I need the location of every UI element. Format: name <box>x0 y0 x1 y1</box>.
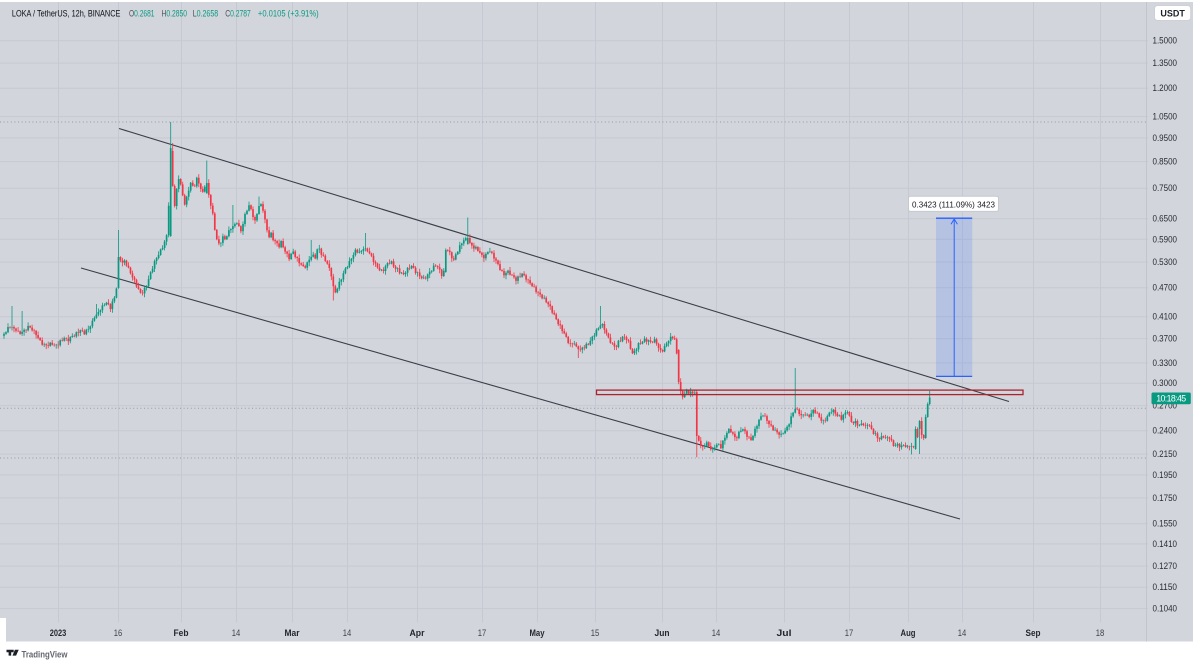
svg-text:Jul: Jul <box>777 628 792 638</box>
svg-text:Sep: Sep <box>1026 628 1041 638</box>
svg-text:0.3300: 0.3300 <box>1153 358 1178 368</box>
svg-text:18: 18 <box>1096 628 1105 638</box>
svg-text:0.1410: 0.1410 <box>1153 539 1178 549</box>
svg-text:0.1950: 0.1950 <box>1153 470 1178 480</box>
svg-text:2023: 2023 <box>50 628 67 638</box>
svg-text:0.1150: 0.1150 <box>1153 582 1178 592</box>
svg-text:H0.2850: H0.2850 <box>162 8 188 18</box>
svg-text:15: 15 <box>591 628 600 638</box>
svg-text:1.3500: 1.3500 <box>1153 58 1178 68</box>
svg-text:10:18:45: 10:18:45 <box>1156 393 1186 403</box>
svg-text:0.7500: 0.7500 <box>1153 183 1178 193</box>
svg-text:C0.2787: C0.2787 <box>225 8 251 18</box>
svg-text:0.3423 (111.09%) 3423: 0.3423 (111.09%) 3423 <box>912 199 995 209</box>
svg-text:0.2150: 0.2150 <box>1153 449 1178 459</box>
svg-text:1.5000: 1.5000 <box>1153 36 1178 46</box>
svg-text:0.8500: 0.8500 <box>1153 157 1178 167</box>
svg-text:Feb: Feb <box>174 628 189 638</box>
svg-text:1.2000: 1.2000 <box>1153 83 1178 93</box>
svg-text:0.3000: 0.3000 <box>1153 378 1178 388</box>
svg-text:0.4700: 0.4700 <box>1153 283 1178 293</box>
svg-text:USDT: USDT <box>1160 8 1185 18</box>
svg-text:14: 14 <box>232 628 241 638</box>
svg-text:0.4100: 0.4100 <box>1153 312 1178 322</box>
svg-text:Mar: Mar <box>285 628 300 638</box>
svg-text:0.2400: 0.2400 <box>1153 426 1178 436</box>
svg-text:0.6500: 0.6500 <box>1153 214 1178 224</box>
svg-text:17: 17 <box>478 628 487 638</box>
svg-text:1.0500: 1.0500 <box>1153 112 1178 122</box>
svg-text:14: 14 <box>958 628 967 638</box>
svg-text:L0.2658: L0.2658 <box>193 8 219 18</box>
svg-text:0.5900: 0.5900 <box>1153 234 1178 244</box>
svg-text:Aug: Aug <box>901 628 916 638</box>
svg-text:0.9500: 0.9500 <box>1153 133 1178 143</box>
svg-text:17: 17 <box>845 628 854 638</box>
svg-text:14: 14 <box>343 628 352 638</box>
svg-text:14: 14 <box>712 628 721 638</box>
svg-text:LOKA / TetherUS, 12h, BINANCE: LOKA / TetherUS, 12h, BINANCE <box>12 8 121 18</box>
svg-text:0.2700: 0.2700 <box>1153 401 1178 411</box>
svg-text:0.1750: 0.1750 <box>1153 493 1178 503</box>
svg-text:0.1270: 0.1270 <box>1153 561 1178 571</box>
svg-text:0.1550: 0.1550 <box>1153 519 1178 529</box>
svg-text:TradingView: TradingView <box>22 649 69 659</box>
svg-text:0.1040: 0.1040 <box>1153 604 1178 614</box>
svg-text:0.3700: 0.3700 <box>1153 334 1178 344</box>
svg-text:16: 16 <box>114 628 123 638</box>
svg-text:Apr: Apr <box>410 628 425 638</box>
svg-text:+0.0105 (+3.91%): +0.0105 (+3.91%) <box>258 8 319 18</box>
svg-text:0.5300: 0.5300 <box>1153 257 1178 267</box>
svg-text:O0.2681: O0.2681 <box>129 8 155 18</box>
svg-text:May: May <box>530 628 545 638</box>
svg-text:Jun: Jun <box>655 628 670 638</box>
